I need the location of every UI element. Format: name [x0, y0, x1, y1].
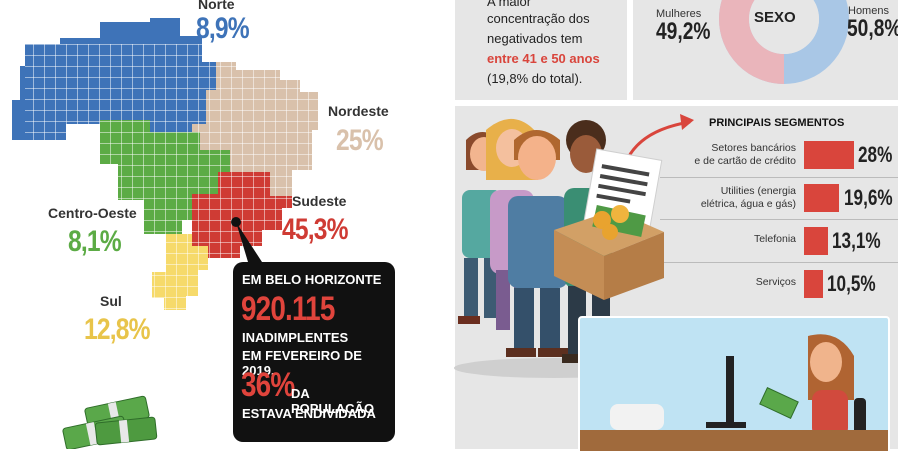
segment-value-utilities: 19,6%: [844, 185, 893, 210]
region-pct-nordeste: 25%: [336, 124, 384, 157]
people-queue-illustration: [454, 118, 664, 378]
sex-title: SEXO: [754, 9, 796, 26]
map-region-centro-oeste: [100, 120, 230, 234]
segment-row-servicos: Serviços 10,5%: [660, 262, 898, 304]
age-line3: negativados tem: [487, 31, 583, 46]
segment-row-telefonia: Telefonia 13,1%: [660, 219, 898, 263]
callout-line4: DA POPULAÇÃO: [291, 386, 375, 416]
segment-row-banking: Setores bancários e de cartão de crédito …: [660, 136, 898, 178]
callout-number: 920.115: [241, 290, 335, 328]
men-pct: 50,8%: [847, 15, 898, 42]
segment-row-utilities: Utilities (energia elétrica, água e gás) …: [660, 177, 898, 220]
map-region-sudeste: [192, 172, 292, 258]
callout-line5: ESTAVA ENDIVIDADA: [242, 406, 376, 421]
age-panel: A maior concentração dos negativados tem…: [455, 0, 627, 100]
money-bundle-icon: [62, 395, 158, 449]
region-pct-norte: 8,9%: [196, 12, 250, 45]
segment-label-banking: Setores bancários e de cartão de crédito: [694, 142, 796, 167]
donut-women-slice: [719, 18, 785, 84]
segment-value-banking: 28%: [858, 142, 893, 167]
callout-line1: EM BELO HORIZONTE: [242, 272, 382, 287]
callout-line3: EM FEVEREIRO DE 2019,: [242, 348, 362, 378]
region-label-norte: Norte: [198, 0, 235, 12]
segment-label-servicos: Serviços: [755, 276, 796, 288]
women-pct: 49,2%: [656, 18, 711, 45]
segment-bar-banking: [804, 141, 854, 169]
age-line4: (19,8% do total).: [487, 71, 583, 86]
men-label: Homens: [848, 5, 889, 17]
region-pct-sudeste: 45,3%: [282, 213, 348, 246]
age-line2: concentração dos: [487, 11, 590, 26]
age-line1: A maior: [487, 0, 532, 9]
segment-bar-utilities: [804, 184, 839, 212]
segment-bar-servicos: [804, 270, 823, 298]
callout-pct: 36%: [241, 366, 295, 404]
segment-value-telefonia: 13,1%: [832, 228, 881, 253]
segments-title: PRINCIPAIS SEGMENTOS: [709, 117, 845, 129]
callout-line2: INADIMPLENTES: [242, 330, 349, 345]
region-label-centro-oeste: Centro-Oeste: [48, 205, 137, 221]
sex-donut-chart: [719, 0, 849, 84]
clerk-illustration: [580, 334, 888, 451]
region-pct-sul: 12,8%: [84, 313, 150, 346]
region-label-sul: Sul: [100, 293, 122, 309]
bh-callout: EM BELO HORIZONTE 920.115 INADIMPLENTES …: [233, 262, 395, 442]
segment-label-utilities: Utilities (energia elétrica, água e gás): [700, 185, 796, 210]
segment-value-servicos: 10,5%: [827, 271, 876, 296]
segment-bar-telefonia: [804, 227, 828, 255]
region-pct-centro-oeste: 8,1%: [68, 225, 122, 258]
women-label: Mulheres: [656, 8, 702, 20]
brazil-map: [12, 18, 318, 310]
region-label-nordeste: Nordeste: [328, 103, 389, 119]
sex-panel: SEXO Mulheres 49,2% Homens 50,8%: [633, 0, 898, 100]
segment-label-telefonia: Telefonia: [753, 233, 796, 245]
map-region-sul: [152, 234, 208, 310]
age-highlight: entre 41 e 50 anos: [487, 51, 600, 66]
region-label-sudeste: Sudeste: [292, 193, 347, 209]
service-counter-window: [578, 316, 890, 453]
